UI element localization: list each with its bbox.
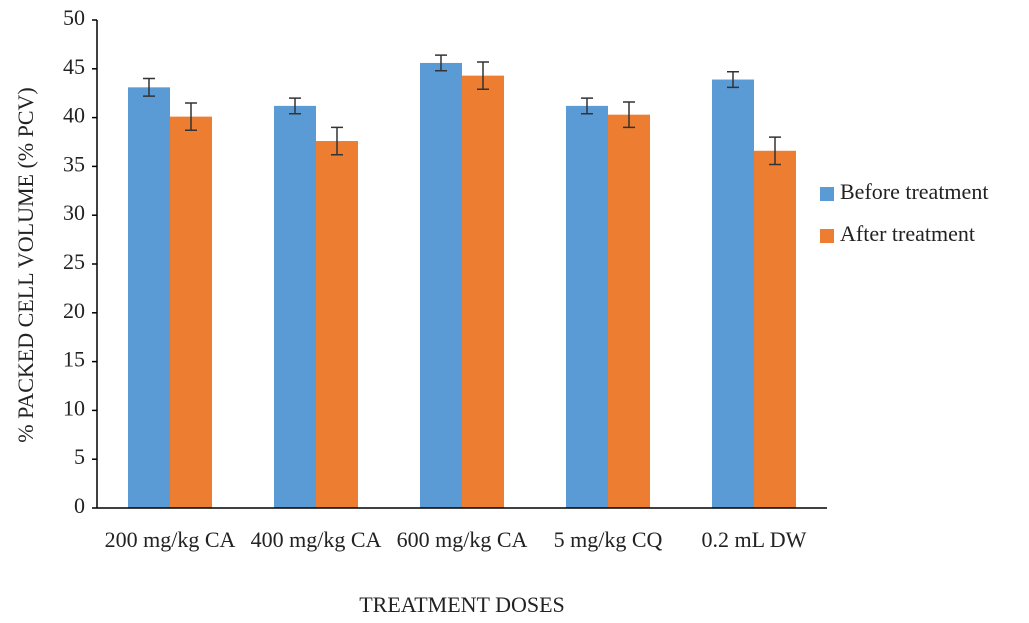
- error-bar: [477, 61, 489, 91]
- y-tick-label: 30: [63, 200, 85, 225]
- x-tick-label: 400 mg/kg CA: [251, 527, 382, 552]
- y-tick-label: 5: [74, 444, 85, 469]
- legend-label: Before treatment: [840, 179, 988, 204]
- bar: [566, 105, 608, 508]
- bar: [608, 114, 650, 508]
- bar: [274, 105, 316, 508]
- x-tick-label: 600 mg/kg CA: [397, 527, 528, 552]
- y-tick-label: 10: [63, 395, 85, 420]
- bar: [316, 141, 358, 509]
- error-bar: [435, 54, 447, 72]
- y-tick-label: 50: [63, 5, 85, 30]
- error-bar: [727, 70, 739, 89]
- error-bar: [331, 126, 343, 156]
- bar: [420, 62, 462, 508]
- bar: [754, 150, 796, 508]
- legend-label: After treatment: [840, 221, 975, 246]
- x-tick-label: 0.2 mL DW: [702, 527, 807, 552]
- bar: [462, 75, 504, 508]
- y-tick-label: 35: [63, 151, 85, 176]
- x-axis-title: TREATMENT DOSES: [359, 592, 565, 617]
- x-tick-label: 5 mg/kg CQ: [554, 527, 663, 552]
- y-tick-label: 15: [63, 347, 85, 372]
- y-tick-label: 45: [63, 54, 85, 79]
- legend-swatch: [820, 187, 834, 201]
- error-bar: [185, 102, 197, 132]
- error-bar: [143, 77, 155, 97]
- y-tick-label: 25: [63, 249, 85, 274]
- legend-swatch: [820, 229, 834, 243]
- y-axis-title: % PACKED CELL VOLUME (% PCV): [13, 87, 38, 442]
- y-tick-label: 40: [63, 103, 85, 128]
- error-bar: [581, 97, 593, 115]
- bar: [170, 116, 212, 509]
- y-tick-label: 20: [63, 298, 85, 323]
- error-bar: [769, 136, 781, 166]
- bar: [712, 79, 754, 508]
- error-bar: [289, 97, 301, 115]
- error-bar: [623, 101, 635, 129]
- bar: [128, 87, 170, 509]
- y-tick-label: 0: [74, 493, 85, 518]
- x-tick-label: 200 mg/kg CA: [105, 527, 236, 552]
